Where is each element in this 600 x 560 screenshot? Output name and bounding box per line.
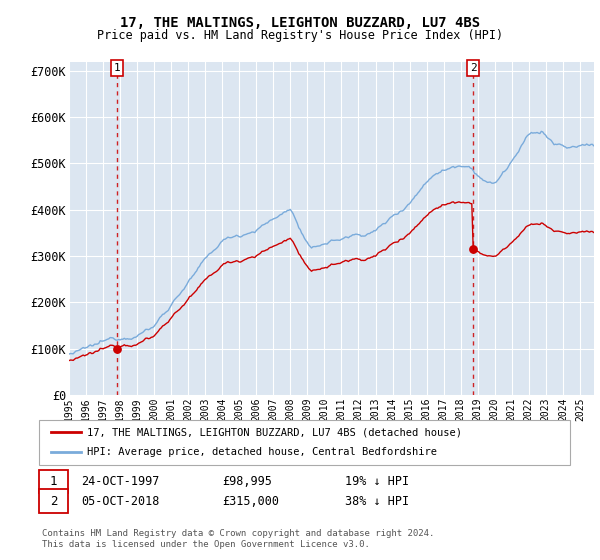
Text: 1: 1 [50, 475, 57, 488]
Text: 05-OCT-2018: 05-OCT-2018 [81, 494, 160, 508]
Text: 17, THE MALTINGS, LEIGHTON BUZZARD, LU7 4BS (detached house): 17, THE MALTINGS, LEIGHTON BUZZARD, LU7 … [87, 427, 462, 437]
Text: 24-OCT-1997: 24-OCT-1997 [81, 475, 160, 488]
Text: HPI: Average price, detached house, Central Bedfordshire: HPI: Average price, detached house, Cent… [87, 447, 437, 457]
Text: 38% ↓ HPI: 38% ↓ HPI [345, 494, 409, 508]
Point [469, 245, 478, 254]
Text: 1: 1 [114, 63, 121, 73]
Text: 17, THE MALTINGS, LEIGHTON BUZZARD, LU7 4BS: 17, THE MALTINGS, LEIGHTON BUZZARD, LU7 … [120, 16, 480, 30]
Text: Price paid vs. HM Land Registry's House Price Index (HPI): Price paid vs. HM Land Registry's House … [97, 29, 503, 42]
Text: £315,000: £315,000 [222, 494, 279, 508]
Text: 19% ↓ HPI: 19% ↓ HPI [345, 475, 409, 488]
Text: £98,995: £98,995 [222, 475, 272, 488]
Text: Contains HM Land Registry data © Crown copyright and database right 2024.
This d: Contains HM Land Registry data © Crown c… [42, 529, 434, 549]
Text: 2: 2 [50, 494, 57, 508]
Text: 2: 2 [470, 63, 476, 73]
Point [112, 344, 122, 353]
